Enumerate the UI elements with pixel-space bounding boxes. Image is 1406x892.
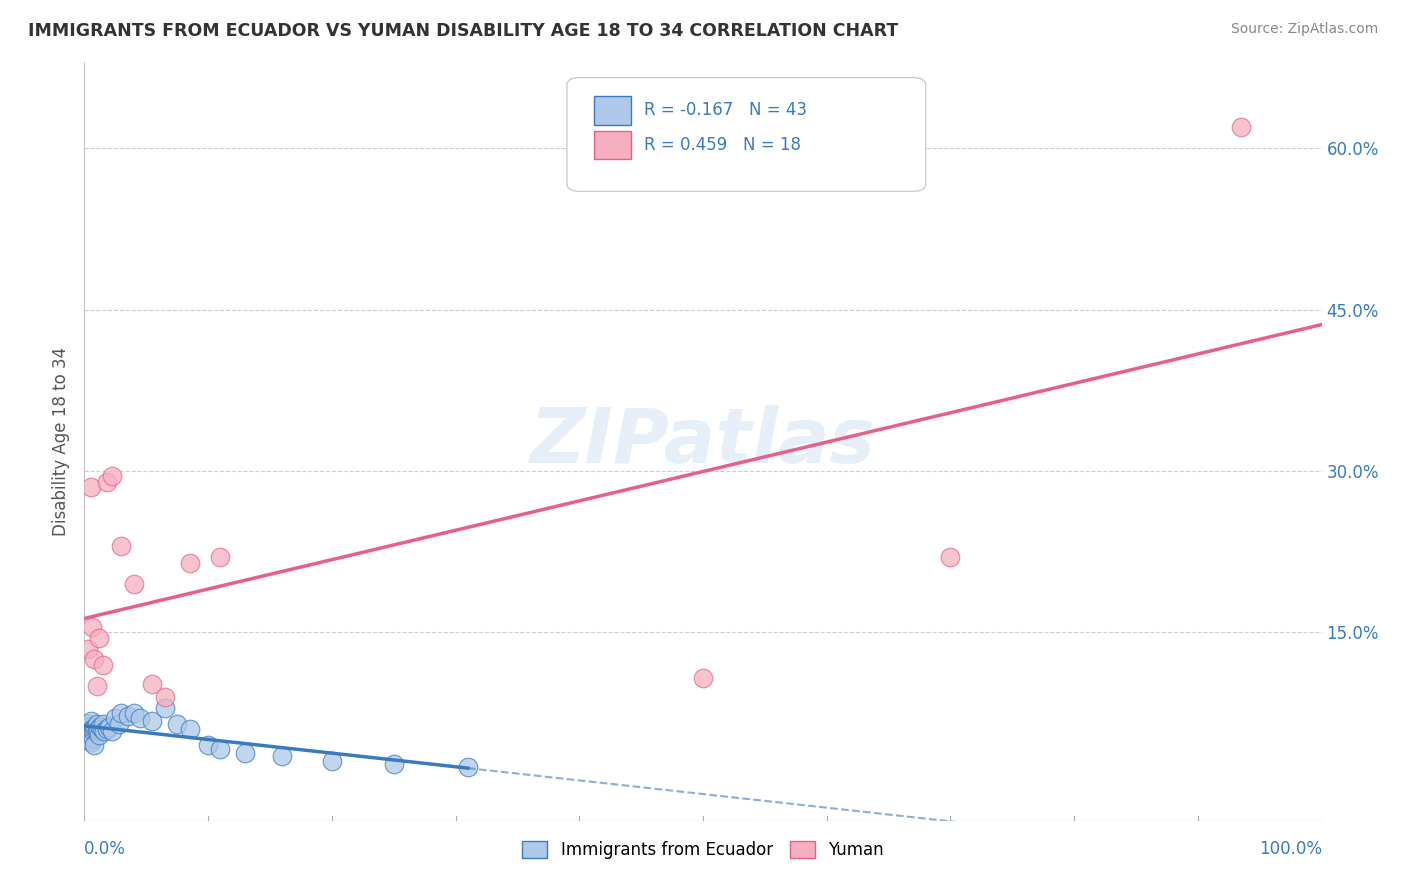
Point: [89, 631, 111, 645]
Text: 0.0%: 0.0%: [84, 840, 127, 858]
Point: [82, 731, 104, 745]
Point: [1230, 120, 1253, 134]
Point: [179, 723, 201, 737]
Point: [86, 679, 108, 693]
Point: [104, 711, 127, 725]
Point: [141, 714, 163, 728]
Point: [80, 723, 103, 737]
Point: [77, 724, 100, 739]
Point: [93, 724, 115, 739]
Point: [122, 706, 145, 720]
Point: [91, 716, 114, 731]
Point: [110, 540, 132, 554]
Point: [141, 677, 163, 691]
FancyBboxPatch shape: [567, 78, 925, 191]
Point: [117, 709, 139, 723]
Text: 100.0%: 100.0%: [1258, 840, 1322, 858]
Text: IMMIGRANTS FROM ECUADOR VS YUMAN DISABILITY AGE 18 TO 34 CORRELATION CHART: IMMIGRANTS FROM ECUADOR VS YUMAN DISABIL…: [28, 22, 898, 40]
Point: [100, 724, 122, 739]
Point: [197, 739, 219, 753]
Legend: Immigrants from Ecuador, Yuman: Immigrants from Ecuador, Yuman: [516, 834, 890, 865]
Point: [75, 723, 97, 737]
Point: [83, 652, 105, 666]
Point: [153, 690, 176, 704]
Point: [96, 723, 118, 737]
Point: [86, 716, 108, 731]
Point: [129, 711, 152, 725]
Point: [108, 716, 131, 731]
Point: [122, 577, 145, 591]
Point: [84, 720, 107, 734]
Point: [79, 735, 101, 749]
Point: [91, 657, 114, 672]
Point: [209, 550, 232, 565]
Point: [692, 671, 714, 685]
FancyBboxPatch shape: [595, 95, 631, 125]
Point: [76, 728, 98, 742]
Point: [89, 728, 111, 742]
Text: Source: ZipAtlas.com: Source: ZipAtlas.com: [1230, 22, 1378, 37]
Point: [80, 620, 103, 634]
Point: [80, 728, 103, 742]
Point: [110, 706, 132, 720]
Point: [271, 749, 294, 764]
Point: [79, 480, 101, 494]
Point: [382, 756, 405, 771]
Point: [939, 550, 962, 565]
Point: [233, 746, 256, 760]
Point: [83, 739, 105, 753]
Point: [79, 733, 101, 747]
Text: R = -0.167   N = 43: R = -0.167 N = 43: [644, 101, 807, 120]
Point: [79, 720, 101, 734]
Point: [87, 723, 110, 737]
Point: [89, 720, 111, 734]
Point: [79, 714, 101, 728]
Point: [96, 475, 118, 489]
Point: [82, 724, 104, 739]
Point: [457, 760, 479, 774]
Point: [321, 755, 343, 769]
Point: [100, 469, 122, 483]
Point: [179, 556, 201, 570]
Text: R = 0.459   N = 18: R = 0.459 N = 18: [644, 136, 800, 154]
Point: [98, 720, 121, 734]
Point: [209, 741, 232, 756]
Point: [83, 723, 105, 737]
Point: [166, 716, 188, 731]
Point: [153, 700, 176, 714]
Text: ZIPatlas: ZIPatlas: [530, 405, 876, 478]
Point: [77, 716, 100, 731]
Point: [86, 724, 108, 739]
Y-axis label: Disability Age 18 to 34: Disability Age 18 to 34: [52, 347, 70, 536]
Point: [90, 723, 112, 737]
FancyBboxPatch shape: [595, 130, 631, 160]
Point: [77, 641, 100, 656]
